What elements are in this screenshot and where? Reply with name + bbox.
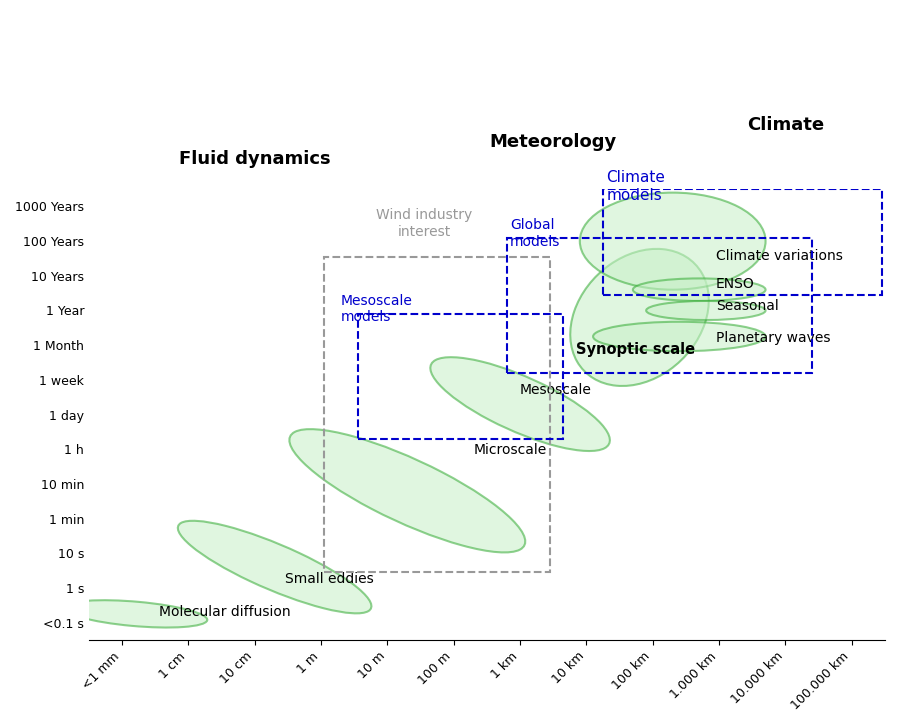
Ellipse shape (646, 301, 766, 320)
Text: interest: interest (397, 225, 451, 239)
Ellipse shape (633, 278, 766, 301)
Ellipse shape (580, 193, 766, 289)
Text: Seasonal: Seasonal (716, 300, 778, 313)
Text: ENSO: ENSO (716, 277, 754, 291)
Ellipse shape (593, 322, 766, 351)
Ellipse shape (290, 429, 526, 553)
Text: Small eddies: Small eddies (284, 571, 373, 586)
Ellipse shape (571, 249, 709, 386)
Bar (357, 314, 563, 439)
Bar (603, 189, 882, 295)
Text: Mesoscale: Mesoscale (520, 382, 592, 397)
Text: Synoptic scale: Synoptic scale (577, 342, 696, 357)
Text: Wind industry: Wind industry (376, 208, 472, 222)
Text: Microscale: Microscale (473, 443, 547, 457)
Text: models: models (607, 188, 662, 203)
Text: Climate variations: Climate variations (716, 249, 842, 263)
Text: Climate: Climate (747, 116, 824, 134)
Text: Meteorology: Meteorology (490, 133, 616, 151)
Text: Global: Global (510, 218, 554, 232)
Ellipse shape (63, 601, 207, 627)
Bar (324, 257, 550, 572)
Text: Fluid dynamics: Fluid dynamics (179, 150, 330, 169)
Text: models: models (341, 310, 392, 324)
Ellipse shape (430, 357, 610, 451)
Text: Mesoscale: Mesoscale (341, 294, 413, 308)
Text: Planetary waves: Planetary waves (716, 331, 831, 345)
Text: Climate: Climate (607, 170, 665, 185)
Text: Molecular diffusion: Molecular diffusion (158, 605, 290, 619)
Bar (507, 238, 812, 373)
Ellipse shape (178, 521, 372, 614)
Text: models: models (510, 236, 561, 249)
